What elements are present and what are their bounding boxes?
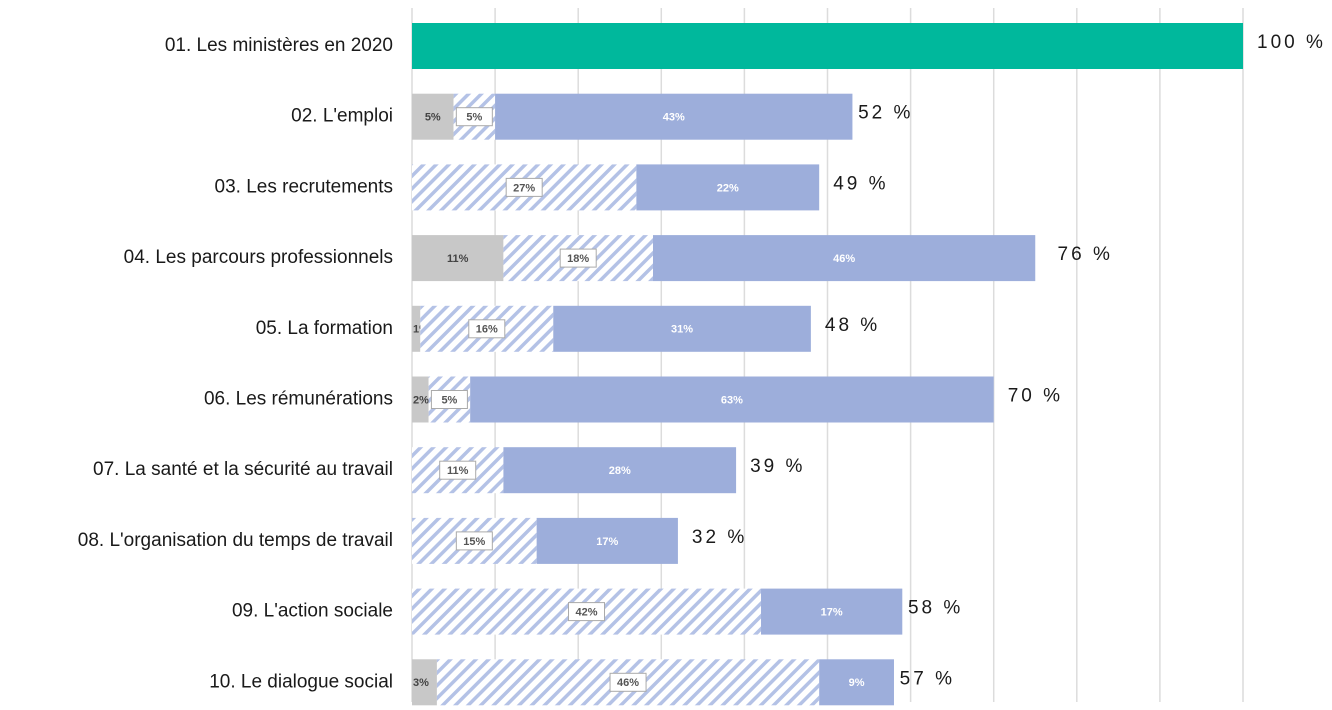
segment-label: 11%: [447, 465, 469, 477]
bar-segment: [536, 517, 678, 564]
segment-label: 46%: [833, 253, 855, 265]
bar-segment: [819, 659, 894, 706]
total-label: 49 %: [833, 173, 888, 194]
label-box: [609, 672, 647, 692]
segment-label: 17%: [596, 536, 618, 548]
category-label: 05. La formation: [256, 318, 393, 339]
bar-segment: [470, 376, 994, 423]
label-box: [455, 531, 493, 551]
bar-segment: [412, 23, 1243, 69]
total-label: 39 %: [750, 456, 805, 477]
segment-label: 18%: [567, 253, 589, 265]
bar-segment: [412, 93, 454, 140]
segment-label: 22%: [717, 182, 739, 194]
label-box: [559, 248, 597, 268]
category-label: 03. Les recrutements: [215, 176, 393, 197]
segment-label: 63%: [721, 394, 743, 406]
total-label: 57 %: [900, 668, 955, 689]
label-box: [455, 107, 493, 127]
segment-label: 11%: [447, 253, 469, 265]
category-label: 01. Les ministères en 2020: [165, 35, 393, 56]
category-label: 02. L'emploi: [291, 106, 393, 127]
category-label: 09. L'action sociale: [232, 601, 393, 622]
bar-segment: [412, 305, 421, 352]
category-label: 06. Les rémunérations: [204, 389, 393, 410]
segment-label: 15%: [463, 536, 485, 548]
segment-label: 31%: [671, 324, 693, 336]
category-label: 08. L'organisation du temps de travail: [78, 530, 393, 551]
bar-segment: [412, 235, 504, 282]
bar-segment: [495, 93, 853, 140]
total-label: 70 %: [1008, 386, 1063, 407]
category-label: 04. Les parcours professionnels: [124, 247, 393, 268]
segment-label: 43%: [663, 112, 685, 124]
label-box: [430, 390, 468, 409]
bar-segment: [652, 235, 1036, 282]
bar-segment: [412, 376, 429, 423]
bar-segment: [412, 659, 437, 706]
segment-label: 5%: [466, 112, 482, 124]
label-box: [468, 319, 506, 339]
category-label: 07. La santé et la sécurité au travail: [93, 459, 393, 480]
label-box: [568, 602, 606, 622]
segment-label: 5%: [441, 394, 457, 406]
segment-label: 3%: [413, 677, 429, 689]
total-label: 58 %: [908, 598, 963, 619]
segment-label: 16%: [476, 324, 498, 336]
total-label: 100 %: [1257, 32, 1326, 53]
total-label: 48 %: [825, 315, 880, 336]
label-box: [505, 177, 543, 197]
segment-label: 2%: [413, 394, 429, 406]
category-label: 10. Le dialogue social: [209, 671, 393, 692]
segment-label: 28%: [609, 465, 631, 477]
segment-label: 9%: [849, 677, 865, 689]
total-label: 52 %: [858, 103, 913, 124]
segment-label: 27%: [513, 182, 535, 194]
total-label: 32 %: [692, 527, 747, 548]
bar-segment: [503, 447, 737, 494]
bar-segment: [636, 164, 820, 211]
segment-label: 17%: [821, 607, 843, 619]
segment-label: 42%: [575, 607, 597, 619]
label-box: [439, 460, 477, 480]
bar-segment: [761, 588, 903, 635]
segment-label: 46%: [617, 677, 639, 689]
bar-segment: [553, 305, 811, 352]
segment-label: 5%: [425, 112, 441, 124]
total-label: 76 %: [1058, 244, 1113, 265]
